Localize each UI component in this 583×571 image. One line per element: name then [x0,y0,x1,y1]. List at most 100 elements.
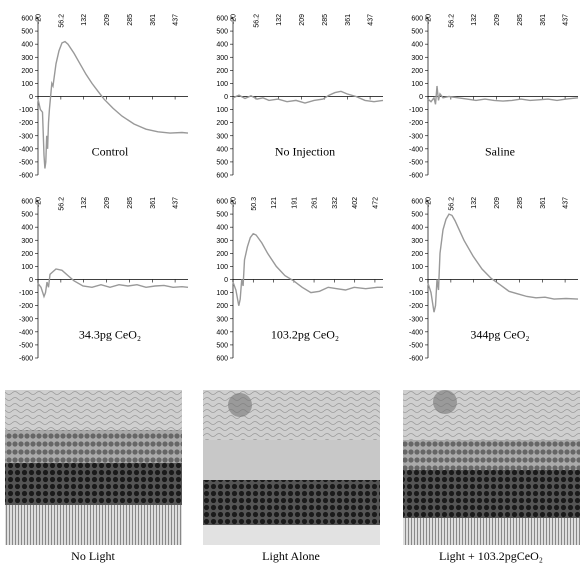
y-tick-label: 500 [216,342,228,349]
y-tick-label: -100 [19,290,33,297]
caption: Light Alone [262,549,320,563]
y-tick-label: 500 [21,212,33,219]
x-tick-label: -20 [36,14,43,24]
y-tick-label: 200 [411,251,423,258]
y-tick-label: 500 [216,29,228,36]
x-tick-label: 437 [563,14,570,26]
y-tick-label: 400 [411,225,423,232]
y-tick-label: 300 [216,238,228,245]
x-tick-label: 285 [322,14,329,26]
chart-label: 103.2pg CeO₂ [271,327,339,341]
x-tick-label: 132 [81,14,88,26]
y-tick-label: 0 [224,94,228,101]
x-tick-label: 402 [352,197,359,209]
x-tick-label: 332 [332,197,339,209]
y-tick-label: -400 [19,146,33,153]
y-tick-label: 200 [216,68,228,75]
chart-label: 34.3pg CeO₂ [79,327,141,341]
y-tick-label: 200 [21,251,33,258]
y-tick-label: 400 [21,225,33,232]
y-tick-label: -300 [409,133,423,140]
y-tick-label: 0 [419,94,423,101]
x-tick-label: 132 [471,197,478,209]
y-tick-label: -100 [19,107,33,114]
y-tick-label: -200 [409,120,423,127]
trace [232,232,383,306]
x-tick-label: 361 [150,197,157,209]
trace [37,40,189,169]
x-tick-label: 361 [540,14,547,26]
y-tick-label: 200 [216,251,228,258]
y-tick-label: -500 [409,342,423,349]
x-tick-label: 132 [276,14,283,26]
x-tick-label: 472 [372,197,379,209]
y-tick-label: 300 [21,238,33,245]
micrograph [203,390,380,545]
chart: 6005004003002001000100200300400500600-20… [216,197,383,363]
y-tick-label: -600 [409,173,423,180]
x-tick-label: 56.2 [58,197,65,211]
chart-label: No Injection [275,144,335,158]
x-tick-label: 285 [517,197,524,209]
y-tick-label: -300 [19,316,33,323]
y-tick-label: -400 [19,329,33,336]
x-tick-label: 285 [127,197,134,209]
y-tick-label: -500 [19,159,33,166]
y-tick-label: 0 [29,277,33,284]
y-tick-label: -400 [409,329,423,336]
y-tick-label: -200 [409,303,423,310]
y-tick-label: -100 [409,107,423,114]
x-tick-label: 209 [494,197,501,209]
y-tick-label: 100 [411,264,423,271]
x-tick-label: -20 [36,197,43,207]
y-tick-label: -400 [409,146,423,153]
y-tick-label: 100 [216,107,228,114]
y-tick-label: 600 [216,199,228,206]
micrograph [5,390,182,545]
chart-label: Saline [485,144,515,158]
y-tick-label: 100 [21,81,33,88]
y-tick-label: -600 [409,356,423,363]
y-tick-label: 100 [216,264,228,271]
y-tick-label: 600 [411,16,423,23]
x-tick-label: 56.2 [253,14,260,28]
x-tick-label: 56.2 [448,197,455,211]
y-tick-label: 300 [216,133,228,140]
x-tick-label: 437 [173,197,180,209]
y-tick-label: 500 [21,29,33,36]
y-tick-label: -100 [409,290,423,297]
chart-label: Control [92,144,129,158]
y-tick-label: 400 [411,42,423,49]
x-tick-label: -20 [231,197,238,207]
y-tick-label: 300 [216,55,228,62]
y-tick-label: 100 [216,81,228,88]
y-tick-label: 400 [216,146,228,153]
trace [232,90,384,104]
y-tick-label: 300 [216,316,228,323]
x-tick-label: 209 [299,14,306,26]
x-tick-label: 361 [540,197,547,209]
x-tick-label: 191 [291,197,298,209]
y-tick-label: 600 [21,16,33,23]
y-tick-label: 600 [216,173,228,180]
trace [427,85,579,105]
y-tick-label: 500 [216,212,228,219]
trace [37,268,189,299]
x-tick-label: 437 [368,14,375,26]
y-tick-label: -200 [19,120,33,127]
y-tick-label: 0 [419,277,423,284]
y-tick-label: 300 [21,55,33,62]
y-tick-label: -600 [19,356,33,363]
x-tick-label: 121 [271,197,278,209]
y-tick-label: -300 [409,316,423,323]
y-tick-label: 400 [216,329,228,336]
x-tick-label: 285 [517,14,524,26]
x-tick-label: 56.2 [58,14,65,28]
y-tick-label: 600 [21,199,33,206]
y-tick-label: -300 [19,133,33,140]
y-tick-label: 400 [216,225,228,232]
x-tick-label: 285 [127,14,134,26]
x-tick-label: 437 [563,197,570,209]
x-tick-label: 132 [471,14,478,26]
